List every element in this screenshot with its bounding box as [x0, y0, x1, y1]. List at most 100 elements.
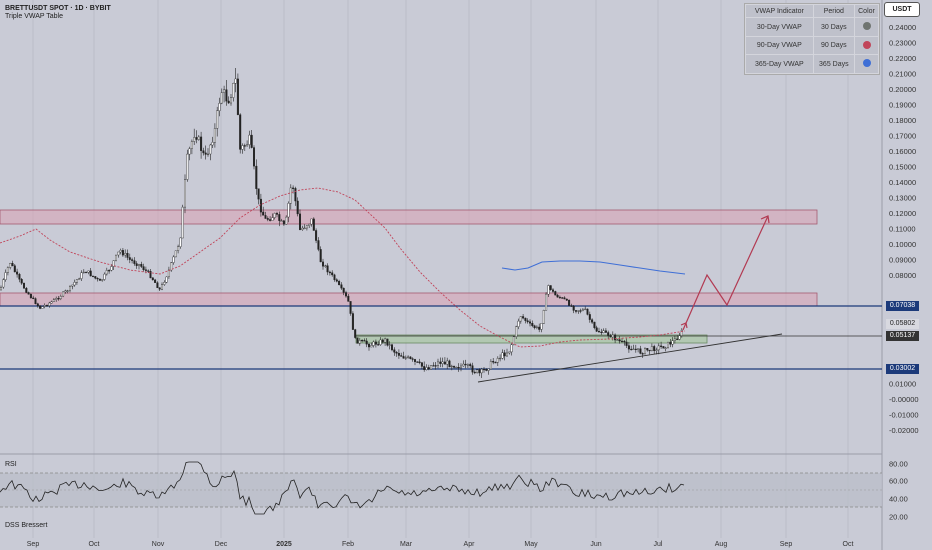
- candle: [48, 301, 51, 308]
- candle: [494, 361, 497, 364]
- candle: [94, 276, 97, 280]
- rsi-tick-label: 20.00: [889, 513, 908, 522]
- candle: [140, 261, 143, 268]
- candle: [625, 338, 628, 348]
- candle: [441, 357, 444, 368]
- candle: [188, 146, 191, 161]
- color-swatch-icon: [862, 22, 871, 31]
- candle: [492, 358, 495, 365]
- projection-arrowhead-small: [680, 322, 688, 329]
- candle: [372, 340, 375, 348]
- projection-arrowhead: [760, 215, 770, 224]
- candle: [294, 186, 297, 206]
- candle: [9, 262, 12, 270]
- candle: [257, 188, 260, 205]
- candle: [227, 96, 230, 104]
- candle: [416, 361, 419, 363]
- date-tick-label: Sep: [780, 541, 793, 548]
- vwap-row: 90-Day VWAP 90 Days: [745, 35, 879, 56]
- candle: [112, 260, 115, 270]
- color-swatch-icon: [862, 40, 871, 49]
- candle: [342, 287, 345, 296]
- price-tick-label: 0.16000: [889, 147, 916, 156]
- candle: [639, 345, 642, 355]
- candle: [653, 344, 656, 354]
- candle: [575, 310, 578, 314]
- candle: [356, 337, 359, 344]
- candle: [25, 287, 28, 294]
- vwap-row-name: 90-Day VWAP: [745, 35, 814, 56]
- candle: [340, 282, 343, 290]
- candle: [358, 337, 361, 346]
- currency-button[interactable]: USDT: [884, 2, 920, 17]
- candle: [0, 285, 3, 291]
- dss-pane-label: DSS Bressert: [5, 522, 48, 529]
- price-candles: [0, 68, 683, 378]
- candle: [397, 349, 400, 359]
- candle: [239, 113, 242, 154]
- candle: [535, 325, 538, 330]
- candle: [11, 260, 14, 267]
- date-tick-label: Sep: [27, 541, 40, 548]
- candle: [147, 269, 150, 273]
- candle: [351, 311, 354, 330]
- vwap-header-indicator: VWAP Indicator: [745, 3, 814, 19]
- date-tick-label: Oct: [89, 541, 100, 548]
- candle: [501, 349, 504, 360]
- candle: [68, 285, 71, 293]
- candle: [547, 284, 550, 297]
- candle: [556, 293, 559, 298]
- candle: [317, 237, 320, 252]
- candle: [377, 340, 380, 346]
- candle: [308, 223, 311, 228]
- candle: [41, 306, 44, 309]
- date-tick-label: Jul: [654, 541, 663, 548]
- candle: [542, 309, 545, 324]
- candle: [183, 174, 186, 214]
- price-tick-label: 0.08000: [889, 271, 916, 280]
- candle: [660, 341, 663, 349]
- price-tick-label: -0.01000: [889, 411, 919, 420]
- candle: [13, 264, 16, 273]
- candle: [2, 278, 5, 289]
- vwap-header-color: Color: [854, 3, 879, 19]
- date-tick-label: 2025: [276, 541, 292, 548]
- candle: [347, 294, 350, 302]
- candle: [446, 357, 449, 370]
- candle: [266, 216, 269, 222]
- candle: [584, 306, 587, 311]
- candle: [250, 130, 253, 149]
- candle: [36, 302, 39, 308]
- candle: [664, 346, 667, 352]
- candle: [287, 201, 290, 223]
- vwap-365-line: [501, 260, 686, 275]
- price-tag-current-b: 0.05137: [886, 331, 919, 341]
- candle: [418, 358, 421, 365]
- candle: [602, 328, 605, 334]
- candle: [6, 266, 9, 276]
- candle: [103, 272, 106, 281]
- date-tick-label: Mar: [400, 541, 413, 548]
- candle: [423, 361, 426, 372]
- price-tick-label: 0.11000: [889, 225, 916, 234]
- candle: [105, 267, 108, 276]
- candle: [23, 282, 26, 289]
- candle: [508, 351, 511, 355]
- candle: [296, 197, 299, 217]
- vwap-90-line: [0, 187, 686, 348]
- candle: [328, 270, 331, 276]
- candle: [73, 279, 76, 287]
- candle: [545, 292, 548, 311]
- candle: [485, 368, 488, 372]
- rsi-pane-label: RSI: [5, 461, 17, 468]
- candle: [565, 298, 568, 301]
- candle: [381, 338, 384, 344]
- candle: [89, 268, 92, 277]
- candle: [365, 338, 368, 348]
- candle: [388, 341, 391, 350]
- candle: [595, 325, 598, 332]
- candle: [439, 357, 442, 368]
- candle: [160, 282, 163, 291]
- candle: [632, 344, 635, 351]
